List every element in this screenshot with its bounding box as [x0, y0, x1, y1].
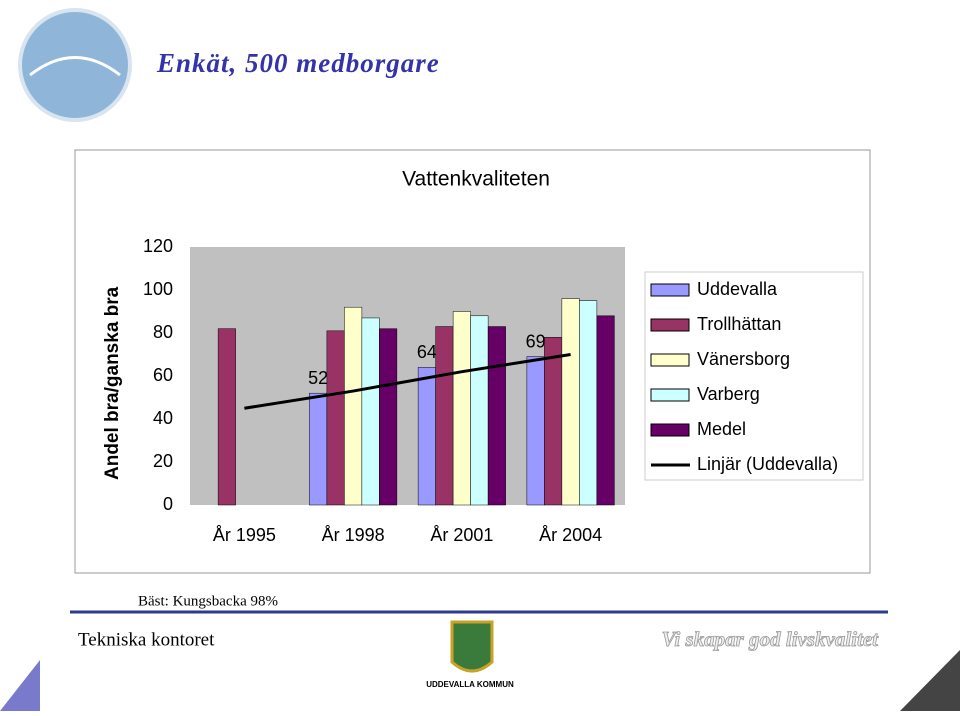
bar	[435, 326, 454, 506]
y-tick-label: 120	[143, 236, 173, 256]
bar	[361, 317, 380, 506]
bar	[579, 300, 598, 506]
legend-label: Linjär (Uddevalla)	[697, 454, 838, 474]
legend-label: Medel	[697, 419, 746, 439]
y-tick-label: 40	[153, 408, 173, 428]
y-tick-label: 0	[163, 494, 173, 514]
y-tick-label: 20	[153, 451, 173, 471]
bar	[544, 337, 563, 506]
legend-label: Uddevalla	[697, 279, 778, 299]
corner-right	[900, 650, 960, 711]
bar	[561, 298, 580, 506]
x-tick-label: År 1998	[322, 525, 385, 545]
chart-title: Vattenkvaliteten	[402, 168, 550, 191]
footer-right: Vi skapar god livskvalitet	[662, 627, 880, 651]
data-label: 69	[526, 331, 546, 351]
legend-label: Trollhättan	[697, 314, 781, 334]
y-tick-label: 100	[143, 279, 173, 299]
x-tick-label: År 1995	[213, 525, 276, 545]
legend-label: Vänersborg	[697, 349, 790, 369]
crest	[450, 620, 494, 673]
bar	[470, 315, 489, 506]
footer-left: Tekniska kontoret	[78, 629, 215, 650]
bar	[379, 328, 398, 506]
legend-swatch	[650, 283, 690, 297]
corner-left	[0, 660, 40, 711]
legend-swatch	[650, 318, 690, 332]
bar	[417, 367, 436, 506]
y-tick-label: 60	[153, 365, 173, 385]
bar	[326, 330, 345, 506]
x-tick-label: År 2001	[430, 525, 493, 545]
x-tick-label: År 2004	[539, 525, 602, 545]
bar	[217, 328, 236, 506]
bridge	[29, 56, 121, 77]
legend-label: Varberg	[697, 384, 760, 404]
note: Bäst: Kungsbacka 98%	[138, 593, 278, 609]
legend-swatch	[650, 388, 690, 402]
y-axis-title: Andel bra/ganska bra	[102, 286, 123, 480]
data-label: 64	[417, 342, 437, 362]
legend-swatch	[650, 423, 690, 437]
trend-line	[244, 353, 571, 410]
legend-swatch	[650, 353, 690, 367]
bar	[526, 356, 545, 506]
slide-title: Enkät, 500 medborgare	[156, 48, 440, 78]
bar	[452, 311, 471, 506]
photo-logo	[18, 8, 132, 122]
bar	[344, 306, 363, 506]
y-tick-label: 80	[153, 322, 173, 342]
bar	[309, 392, 328, 506]
data-label: 52	[308, 368, 328, 388]
bar	[487, 326, 506, 506]
logo-text: UDDEVALLA KOMMUN	[426, 680, 514, 689]
legend-box	[644, 271, 864, 481]
bar	[596, 315, 615, 506]
